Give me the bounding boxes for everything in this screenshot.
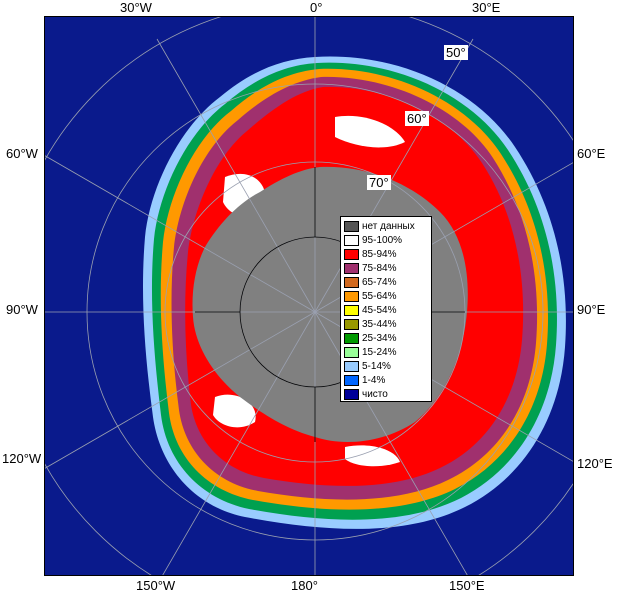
legend-swatch [344,389,359,400]
legend-item: 35-44% [343,318,431,331]
legend-label: 25-34% [362,333,397,344]
lon-label-90e: 90°E [577,302,606,317]
legend-label: 45-54% [362,305,397,316]
legend-swatch [344,375,359,386]
legend-item: 95-100% [343,234,431,247]
legend-item: 1-4% [343,374,431,387]
lon-label-30w: 30°W [120,0,152,15]
legend-label: 1-4% [362,375,386,386]
legend-item: 25-34% [343,332,431,345]
lon-label-180: 180° [291,578,318,593]
legend-item: чисто [343,388,431,401]
ice-patch-95 [335,115,405,148]
legend-item: 45-54% [343,304,431,317]
legend-item: 85-94% [343,248,431,261]
legend-item: 75-84% [343,262,431,275]
legend-item: 65-74% [343,276,431,289]
concentration-legend: нет данных 95-100% 85-94% 75-84% 65-74% 55-64… [340,216,432,402]
lon-label-60w: 60°W [6,146,38,161]
legend-swatch [344,277,359,288]
lon-label-150e: 150°E [449,578,485,593]
lon-label-120w: 120°W [2,451,42,466]
legend-swatch [344,221,359,232]
legend-label: 65-74% [362,277,397,288]
legend-label: 15-24% [362,347,397,358]
lon-label-150w: 150°W [136,578,176,593]
sea-ice-map [44,16,574,576]
legend-item: 5-14% [343,360,431,373]
legend-label: 55-64% [362,291,397,302]
legend-label: 35-44% [362,319,397,330]
legend-label: 85-94% [362,249,397,260]
map-canvas [45,17,573,575]
legend-label: 75-84% [362,263,397,274]
legend-swatch [344,291,359,302]
lon-label-60e: 60°E [577,146,606,161]
legend-swatch [344,361,359,372]
lon-label-120e: 120°E [577,456,613,471]
lon-label-0: 0° [310,0,323,15]
legend-swatch [344,347,359,358]
ice-patch-95-3 [213,394,256,428]
legend-swatch [344,249,359,260]
lon-label-90w: 90°W [6,302,38,317]
legend-label: нет данных [362,221,415,232]
legend-label: чисто [362,389,388,400]
legend-item: 15-24% [343,346,431,359]
lon-label-30e: 30°E [472,0,501,15]
ice-patch-95-4 [345,445,400,467]
legend-item: 55-64% [343,290,431,303]
legend-swatch [344,333,359,344]
legend-label: 5-14% [362,361,391,372]
lat-label-70: 70° [367,175,391,190]
lat-label-50: 50° [444,45,468,60]
legend-label: 95-100% [362,235,403,246]
legend-swatch [344,235,359,246]
legend-swatch [344,263,359,274]
legend-swatch [344,319,359,330]
lat-label-60: 60° [405,111,429,126]
legend-swatch [344,305,359,316]
legend-item: нет данных [343,220,431,233]
